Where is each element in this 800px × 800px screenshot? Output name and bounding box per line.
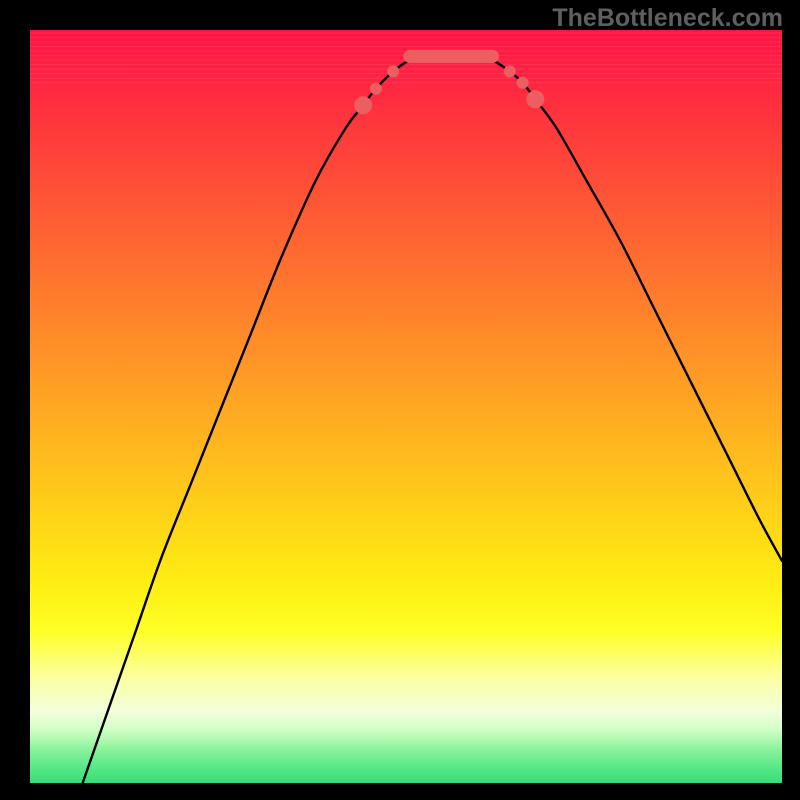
marker-dot-small bbox=[387, 65, 399, 77]
watermark-text: TheBottleneck.com bbox=[552, 4, 783, 33]
marker-dot-small bbox=[370, 83, 382, 95]
marker-dot-large bbox=[354, 96, 372, 114]
marker-dot-small bbox=[517, 77, 529, 89]
marker-dot-small bbox=[504, 65, 516, 77]
marker-dot-large bbox=[526, 90, 544, 108]
gradient-background bbox=[30, 30, 782, 783]
chart-svg bbox=[30, 30, 782, 783]
plot-area bbox=[30, 30, 782, 783]
